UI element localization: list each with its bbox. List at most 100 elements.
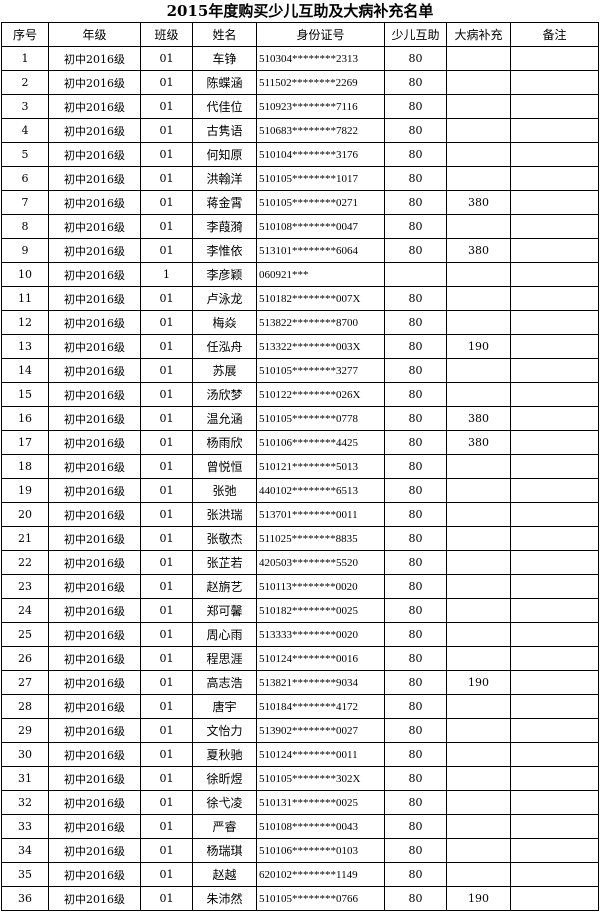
- cell-serious-illness: [446, 742, 511, 767]
- cell-grade: 初中2016级: [48, 142, 141, 167]
- cell-seq: 10: [1, 262, 49, 287]
- table-row: 34 初中2016级 01 杨瑞琪 510106********0103 80: [1, 838, 599, 863]
- cell-id-number: 513101********6064: [256, 238, 385, 263]
- cell-grade: 初中2016级: [48, 190, 141, 215]
- cell-id-number: 510124********0011: [256, 742, 385, 767]
- cell-grade: 初中2016级: [48, 742, 141, 767]
- cell-class: 01: [140, 238, 193, 263]
- cell-seq: 7: [1, 190, 49, 215]
- cell-child-mutual-aid: 80: [384, 358, 447, 383]
- cell-serious-illness: [446, 550, 511, 575]
- cell-grade: 初中2016级: [48, 238, 141, 263]
- cell-name: 杨雨欣: [192, 430, 257, 455]
- cell-id-number: 510182********007X: [256, 286, 385, 311]
- table-row: 8 初中2016级 01 李葭漪 510108********0047 80: [1, 214, 599, 239]
- cell-id-number: 511025********8835: [256, 526, 385, 551]
- cell-class: 01: [140, 670, 193, 695]
- cell-serious-illness: [446, 310, 511, 335]
- cell-serious-illness: [446, 166, 511, 191]
- cell-name: 苏展: [192, 358, 257, 383]
- cell-remarks: [510, 262, 599, 287]
- cell-grade: 初中2016级: [48, 382, 141, 407]
- cell-class: 01: [140, 382, 193, 407]
- cell-name: 任泓舟: [192, 334, 257, 359]
- cell-grade: 初中2016级: [48, 334, 141, 359]
- cell-remarks: [510, 886, 599, 911]
- cell-remarks: [510, 358, 599, 383]
- cell-id-number: 513822********8700: [256, 310, 385, 335]
- cell-child-mutual-aid: 80: [384, 214, 447, 239]
- cell-class: 01: [140, 454, 193, 479]
- cell-seq: 30: [1, 742, 49, 767]
- cell-name: 程思涯: [192, 646, 257, 671]
- cell-seq: 4: [1, 118, 49, 143]
- cell-seq: 17: [1, 430, 49, 455]
- cell-name: 张洪瑞: [192, 502, 257, 527]
- cell-grade: 初中2016级: [48, 574, 141, 599]
- cell-serious-illness: [446, 598, 511, 623]
- cell-child-mutual-aid: 80: [384, 670, 447, 695]
- table-row: 30 初中2016级 01 夏秋驰 510124********0011 80: [1, 742, 599, 767]
- cell-seq: 8: [1, 214, 49, 239]
- cell-child-mutual-aid: 80: [384, 574, 447, 599]
- table-row: 17 初中2016级 01 杨雨欣 510106********4425 80 380: [1, 430, 599, 455]
- cell-remarks: [510, 790, 599, 815]
- cell-serious-illness: [446, 262, 511, 287]
- cell-id-number: 510108********0043: [256, 814, 385, 839]
- cell-name: 夏秋驰: [192, 742, 257, 767]
- table-row: 31 初中2016级 01 徐昕煜 510105********302X 80: [1, 766, 599, 791]
- cell-name: 高志浩: [192, 670, 257, 695]
- cell-child-mutual-aid: 80: [384, 190, 447, 215]
- cell-remarks: [510, 94, 599, 119]
- cell-remarks: [510, 526, 599, 551]
- cell-seq: 18: [1, 454, 49, 479]
- cell-seq: 28: [1, 694, 49, 719]
- cell-name: 徐弋凌: [192, 790, 257, 815]
- cell-serious-illness: [446, 646, 511, 671]
- table-row: 23 初中2016级 01 赵旃艺 510113********0020 80: [1, 574, 599, 599]
- cell-grade: 初中2016级: [48, 406, 141, 431]
- table-row: 13 初中2016级 01 任泓舟 513322********003X 80 190: [1, 334, 599, 359]
- cell-id-number: 510923********7116: [256, 94, 385, 119]
- cell-id-number: 510184********4172: [256, 694, 385, 719]
- cell-serious-illness: [446, 694, 511, 719]
- table-row: 1 初中2016级 01 车铮 510304********2313 80: [1, 46, 599, 71]
- cell-class: 01: [140, 886, 193, 911]
- cell-child-mutual-aid: 80: [384, 286, 447, 311]
- cell-child-mutual-aid: 80: [384, 238, 447, 263]
- cell-id-number: 511502********2269: [256, 70, 385, 95]
- cell-id-number: 510124********0016: [256, 646, 385, 671]
- cell-name: 陈蝶涵: [192, 70, 257, 95]
- cell-class: 01: [140, 646, 193, 671]
- cell-id-number: 510105********302X: [256, 766, 385, 791]
- cell-name: 张芷若: [192, 550, 257, 575]
- table-row: 15 初中2016级 01 汤欣梦 510122********026X 80: [1, 382, 599, 407]
- cell-class: 01: [140, 142, 193, 167]
- cell-name: 唐宇: [192, 694, 257, 719]
- cell-seq: 26: [1, 646, 49, 671]
- cell-serious-illness: [446, 286, 511, 311]
- cell-grade: 初中2016级: [48, 718, 141, 743]
- cell-grade: 初中2016级: [48, 430, 141, 455]
- table-row: 9 初中2016级 01 李惟依 513101********6064 80 380: [1, 238, 599, 263]
- cell-remarks: [510, 694, 599, 719]
- cell-class: 01: [140, 694, 193, 719]
- table-row: 12 初中2016级 01 梅焱 513822********8700 80: [1, 310, 599, 335]
- cell-name: 温允涵: [192, 406, 257, 431]
- cell-serious-illness: [446, 454, 511, 479]
- cell-class: 01: [140, 814, 193, 839]
- cell-id-number: 510121********5013: [256, 454, 385, 479]
- cell-grade: 初中2016级: [48, 550, 141, 575]
- cell-class: 01: [140, 166, 193, 191]
- cell-child-mutual-aid: 80: [384, 70, 447, 95]
- cell-serious-illness: 190: [446, 334, 511, 359]
- cell-class: 01: [140, 502, 193, 527]
- cell-serious-illness: 190: [446, 670, 511, 695]
- header-remarks: 备注: [510, 22, 599, 47]
- cell-id-number: 513322********003X: [256, 334, 385, 359]
- cell-grade: 初中2016级: [48, 646, 141, 671]
- cell-remarks: [510, 622, 599, 647]
- cell-grade: 初中2016级: [48, 310, 141, 335]
- header-child-mutual-aid: 少儿互助: [384, 22, 447, 47]
- cell-grade: 初中2016级: [48, 790, 141, 815]
